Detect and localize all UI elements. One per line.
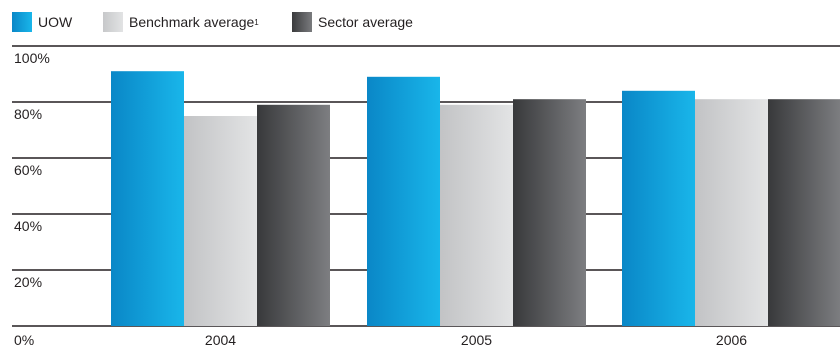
bar-uow-2006 bbox=[622, 90, 695, 326]
bar-uow-2004 bbox=[111, 71, 184, 326]
bar-sector-average-2005 bbox=[513, 99, 586, 326]
x-category-label: 2005 bbox=[461, 332, 492, 348]
bar-benchmark-average-2006 bbox=[695, 99, 768, 326]
chart-legend: UOW Benchmark average 1 Sector average bbox=[0, 0, 840, 44]
legend-label-sector: Sector average bbox=[318, 14, 413, 30]
bar-benchmark-average-2005 bbox=[440, 104, 513, 326]
x-category-label: 2004 bbox=[205, 332, 236, 348]
bars bbox=[111, 71, 840, 326]
y-tick-label: 100% bbox=[14, 50, 50, 66]
legend-footnote-marker: 1 bbox=[254, 17, 259, 27]
y-tick-label: 40% bbox=[14, 218, 42, 234]
legend-swatch-sector bbox=[292, 12, 312, 32]
x-category-label: 2006 bbox=[716, 332, 747, 348]
bar-sector-average-2006 bbox=[768, 99, 840, 326]
bar-uow-2005 bbox=[367, 76, 440, 326]
legend-item-sector: Sector average bbox=[292, 12, 413, 32]
y-tick-label: 20% bbox=[14, 274, 42, 290]
y-tick-label: 80% bbox=[14, 106, 42, 122]
legend-item-uow: UOW bbox=[12, 12, 72, 32]
bar-sector-average-2004 bbox=[257, 104, 330, 326]
y-tick-label: 0% bbox=[14, 332, 34, 348]
legend-label-uow: UOW bbox=[38, 14, 73, 30]
y-tick-label: 60% bbox=[14, 162, 42, 178]
legend-item-benchmark: Benchmark average 1 bbox=[103, 12, 259, 32]
bar-benchmark-average-2004 bbox=[184, 116, 257, 326]
legend-label-benchmark: Benchmark average bbox=[129, 14, 255, 30]
legend-swatch-uow bbox=[12, 12, 32, 32]
axis-labels: 0% 20% 40% 60% 80% 100% 2004 2005 2006 bbox=[14, 50, 747, 348]
legend-swatch-benchmark bbox=[103, 12, 123, 32]
